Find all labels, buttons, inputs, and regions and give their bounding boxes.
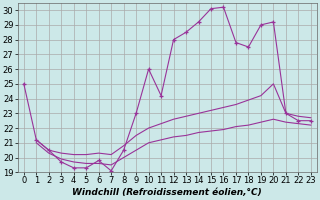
X-axis label: Windchill (Refroidissement éolien,°C): Windchill (Refroidissement éolien,°C) bbox=[72, 188, 262, 197]
